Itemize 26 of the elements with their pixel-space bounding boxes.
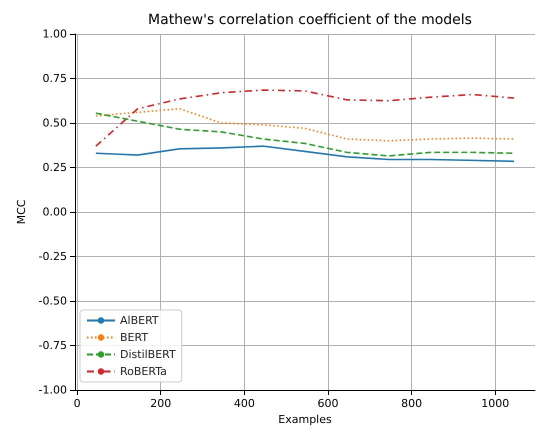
- chart-title: Mathew's correlation coefficient of the models: [148, 12, 472, 28]
- x-tick-label: 200: [150, 397, 172, 410]
- line-series: [95, 112, 515, 157]
- legend-label: DistilBERT: [120, 348, 176, 361]
- line-series: [95, 108, 515, 142]
- y-tick-label: -0.50: [38, 294, 67, 308]
- line-series: [95, 145, 515, 162]
- legend-label: RoBERTa: [120, 365, 167, 378]
- y-tick-label: 0.50: [42, 116, 67, 130]
- y-axis-title: MCC: [15, 199, 28, 224]
- y-tick-label: -0.75: [38, 339, 67, 352]
- x-tick-label: 1000: [481, 397, 510, 410]
- y-tick-label: 1.00: [42, 28, 67, 40]
- x-axis-title: Examples: [278, 413, 332, 426]
- y-tick-label: 0.75: [42, 72, 67, 85]
- y-tick-label: 0.25: [42, 161, 67, 174]
- y-tick-label: -0.25: [38, 250, 67, 263]
- legend-label: BERT: [120, 331, 148, 344]
- legend-label: AlBERT: [120, 314, 159, 327]
- x-tick-label: 400: [234, 397, 255, 410]
- y-tick-label: 0.00: [42, 206, 67, 218]
- x-tick-label: 600: [318, 397, 338, 410]
- line-series: [95, 89, 515, 147]
- x-tick-label: 800: [401, 397, 422, 410]
- x-tick-label: 0: [74, 397, 81, 410]
- y-tick-label: -1.00: [38, 384, 67, 396]
